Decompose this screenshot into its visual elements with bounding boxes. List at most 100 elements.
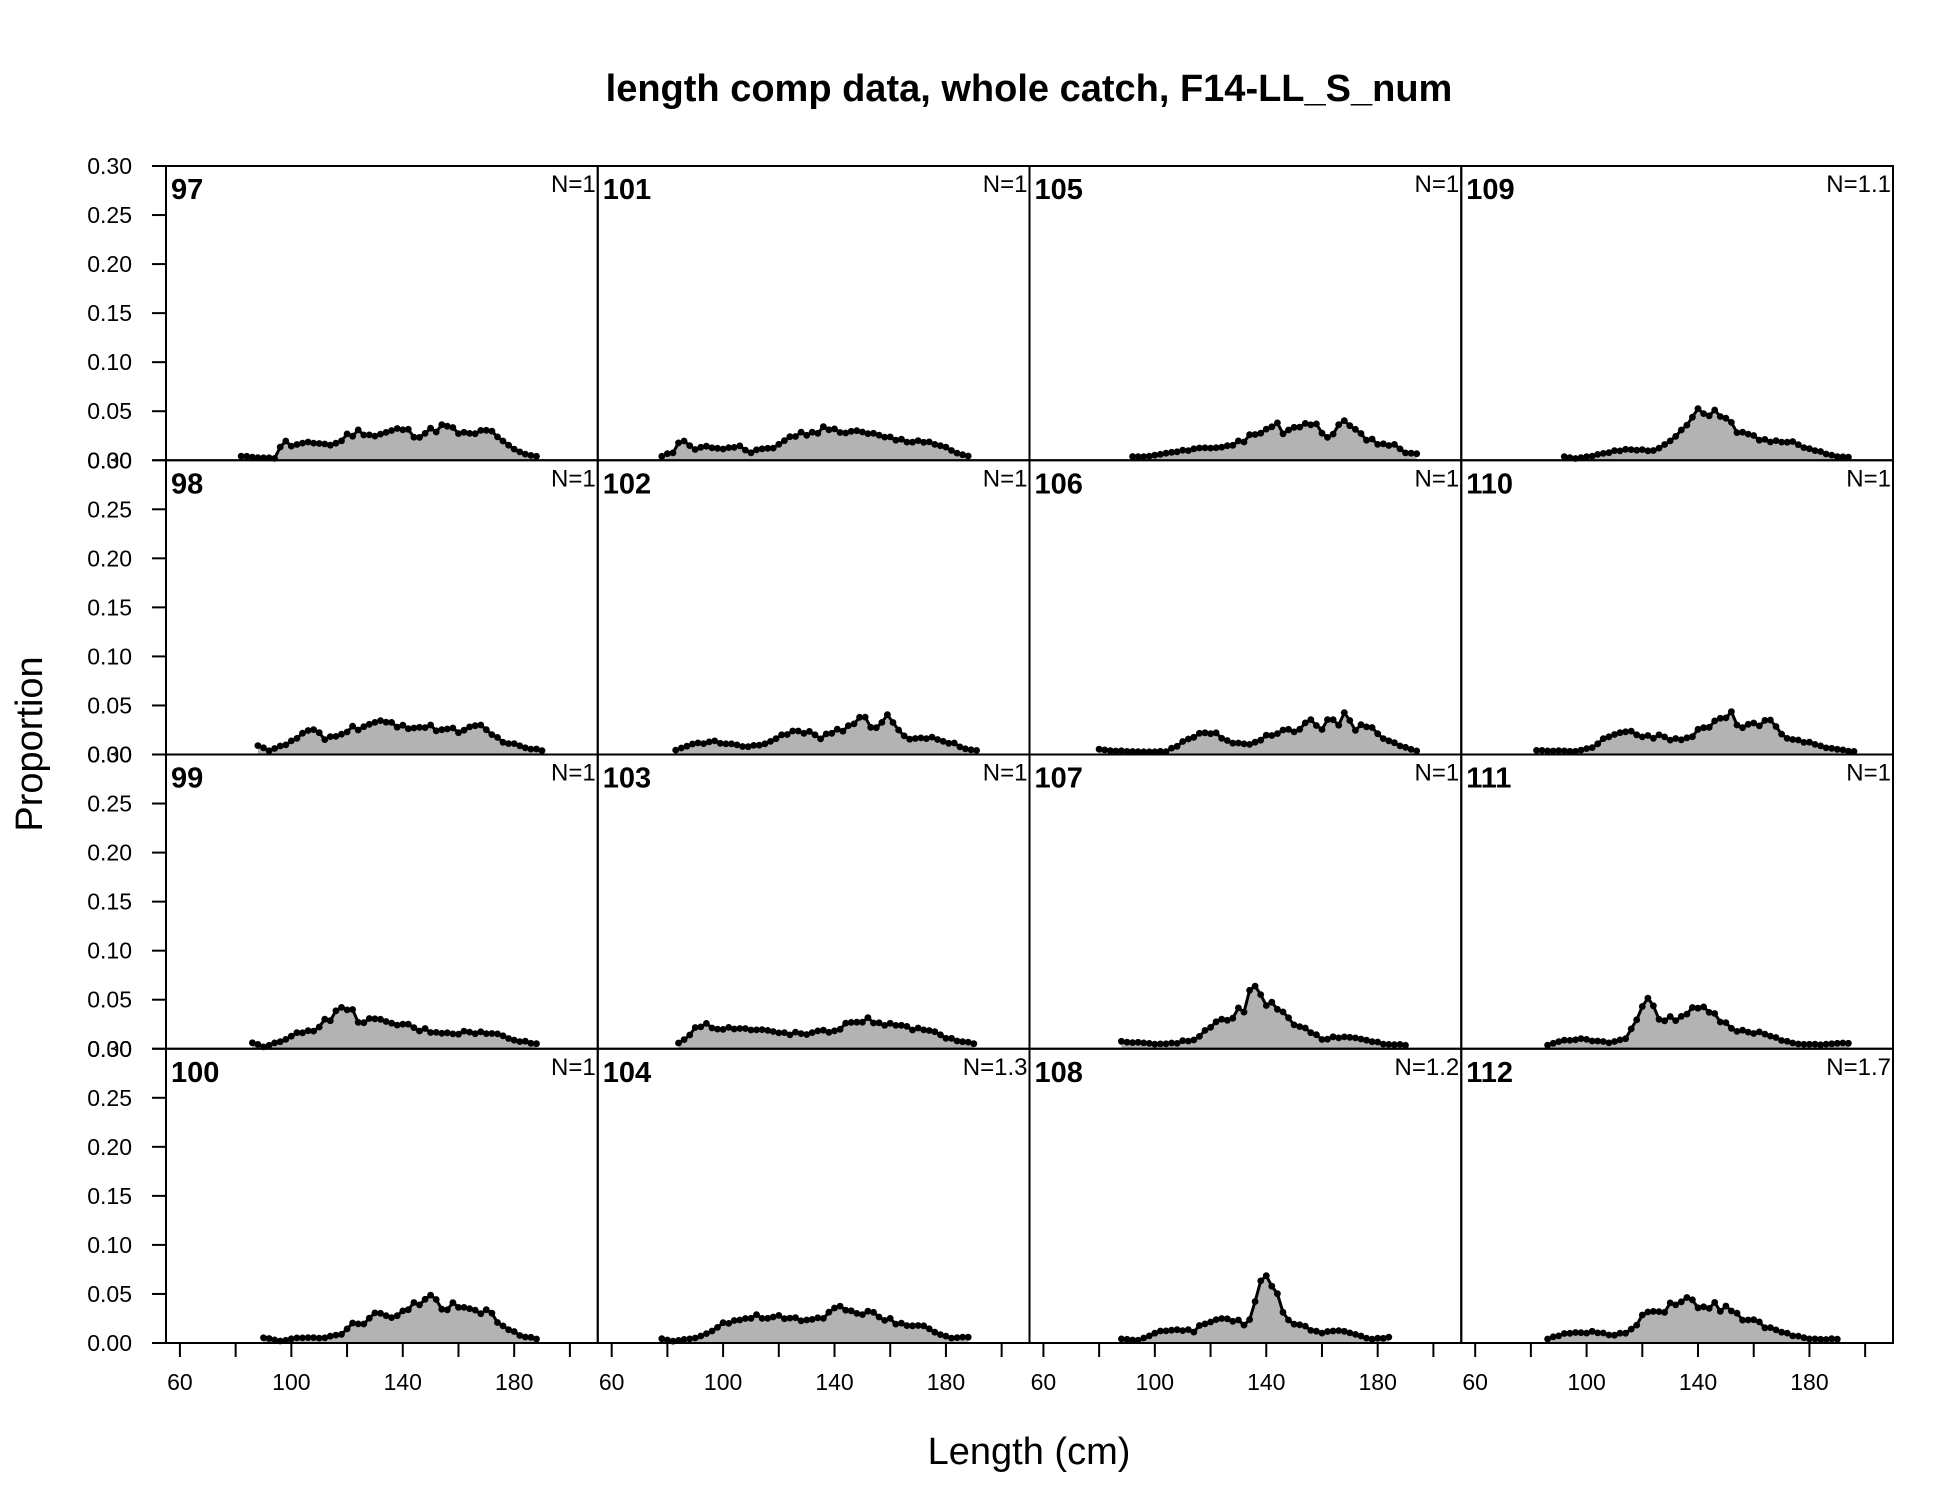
data-point	[1689, 1004, 1696, 1011]
panel-label: 111	[1466, 763, 1511, 795]
data-point	[1218, 1015, 1226, 1023]
y-axis-row-1: 0.00 0.05 0.10 0.15 0.20 0.25 0.30	[87, 153, 166, 473]
data-point	[1572, 1036, 1579, 1044]
data-point	[1179, 446, 1187, 454]
data-point	[1839, 1039, 1847, 1047]
data-point	[945, 739, 953, 747]
y-tick-label: 0.20	[87, 251, 132, 277]
data-point	[1655, 731, 1663, 739]
data-point	[354, 726, 362, 734]
data-point	[254, 1041, 262, 1048]
data-point	[315, 1334, 323, 1342]
data-point	[1627, 727, 1635, 735]
data-point	[1207, 1024, 1214, 1031]
data-point	[1352, 727, 1359, 734]
y-tick-label: 0.15	[87, 1183, 132, 1209]
data-point	[1700, 410, 1707, 417]
data-point	[925, 1325, 933, 1333]
data-point	[249, 1039, 256, 1047]
data-point	[371, 432, 379, 440]
data-point	[733, 741, 741, 749]
data-point	[1811, 447, 1819, 454]
x-tick-label: 100	[1567, 1369, 1605, 1395]
data-point	[822, 730, 830, 738]
data-point	[393, 425, 401, 432]
data-point	[1279, 1008, 1287, 1016]
data-point	[388, 1314, 395, 1321]
data-point	[1572, 1329, 1579, 1336]
data-point	[1296, 1023, 1304, 1030]
data-point	[1566, 1329, 1574, 1337]
x-axis-col-1: 60 100 140 180	[167, 1343, 571, 1395]
panel-label: 99	[171, 763, 203, 795]
data-point	[1357, 721, 1365, 729]
panel-label: 104	[603, 1057, 651, 1089]
data-point	[959, 451, 966, 459]
panel-99: 99 N=1	[165, 753, 599, 1051]
data-point	[349, 722, 356, 730]
data-point	[1650, 1308, 1657, 1315]
data-point	[794, 727, 802, 735]
data-point	[271, 745, 278, 752]
data-point	[725, 1024, 733, 1031]
sample-size-label: N=1	[983, 760, 1028, 787]
panel-105: 105 N=1	[1028, 165, 1463, 462]
data-point	[471, 1306, 479, 1314]
x-tick-label: 140	[815, 1369, 853, 1395]
data-point	[964, 452, 972, 460]
data-point	[948, 1034, 955, 1042]
data-point	[937, 1331, 944, 1338]
data-point	[1201, 1320, 1209, 1328]
data-point	[1363, 436, 1370, 444]
data-point	[909, 438, 916, 446]
data-point	[1335, 721, 1343, 729]
data-point	[775, 440, 783, 448]
x-tick-label: 140	[1679, 1369, 1717, 1395]
data-point	[326, 441, 334, 449]
data-point	[1162, 1327, 1170, 1335]
data-point	[895, 726, 902, 734]
data-point	[1368, 435, 1376, 443]
data-point	[937, 1031, 944, 1039]
data-point	[1279, 430, 1287, 438]
data-point	[1800, 1040, 1808, 1048]
data-point	[1396, 1041, 1404, 1048]
data-point	[1235, 1004, 1242, 1012]
data-point	[1622, 1035, 1629, 1043]
data-point	[1705, 1305, 1713, 1312]
data-point	[973, 747, 980, 754]
data-point	[739, 743, 746, 750]
data-point	[1402, 449, 1409, 457]
panel-label: 103	[603, 763, 651, 795]
data-point	[881, 1022, 889, 1029]
data-point	[399, 1020, 407, 1028]
data-point	[753, 446, 760, 454]
data-point	[326, 1332, 334, 1340]
data-point	[939, 737, 947, 745]
data-point	[1145, 1040, 1153, 1047]
x-tick-label: 180	[927, 1369, 965, 1395]
data-point	[831, 1027, 838, 1035]
data-point	[271, 1039, 278, 1047]
data-point	[856, 713, 863, 721]
panel-106: 106 N=1	[1028, 459, 1463, 756]
data-point	[814, 1027, 822, 1035]
y-axis-row-2: 0.00 0.05 0.10 0.15 0.20 0.25 0.30	[87, 447, 166, 768]
data-point	[959, 1333, 966, 1341]
data-point	[1368, 1335, 1376, 1343]
data-point	[1733, 721, 1741, 729]
data-point	[1374, 1038, 1382, 1046]
data-point	[675, 1039, 682, 1047]
panel-label: 107	[1035, 763, 1083, 795]
data-point	[1711, 406, 1719, 414]
data-point	[293, 441, 301, 448]
data-point	[1357, 1332, 1365, 1340]
data-point	[1683, 421, 1691, 429]
data-point	[477, 427, 485, 434]
data-point	[455, 430, 462, 437]
data-point	[920, 438, 928, 446]
data-point	[299, 439, 306, 447]
panel-109: 109 N=1.1	[1460, 165, 1894, 462]
data-point	[864, 430, 872, 438]
data-point	[410, 433, 418, 441]
